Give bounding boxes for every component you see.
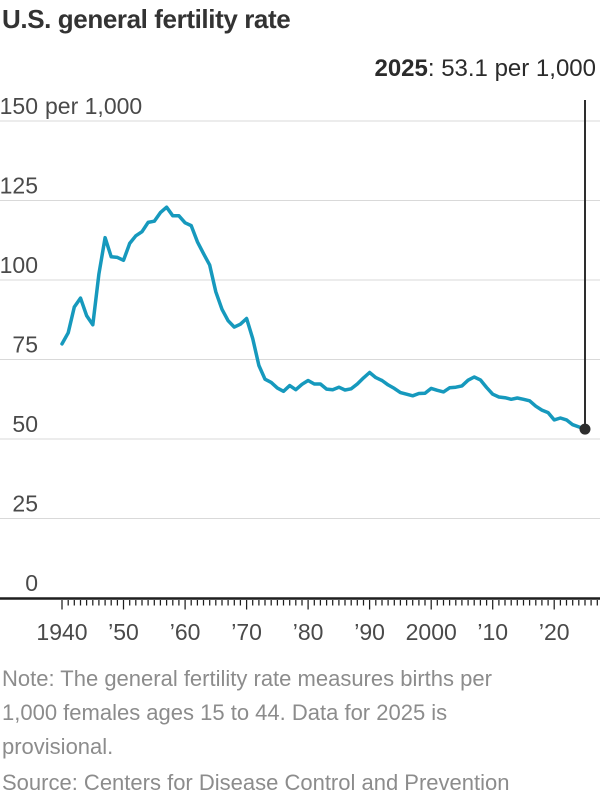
chart-source: Source: Centers for Disease Control and … (2, 770, 510, 795)
y-tick-label-150: 150 (0, 93, 38, 119)
x-axis-ticks (61, 600, 598, 610)
y-tick-label-50: 50 (12, 411, 38, 437)
x-tick-label-2000: 2000 (406, 619, 457, 645)
annotation-value: : 53.1 per 1,000 (428, 55, 596, 82)
x-tick-label-2010: ’10 (477, 619, 508, 645)
x-tick-label-1960: ’60 (170, 619, 201, 645)
y-axis-labels: 0 25 50 75 100 125 150 per 1,000 (0, 93, 142, 596)
x-tick-label-1950: ’50 (108, 619, 139, 645)
y-tick-label-125: 125 (0, 173, 38, 199)
x-tick-label-1980: ’80 (293, 619, 324, 645)
x-tick-label-1940: 1940 (36, 619, 87, 645)
fertility-rate-series-line (60, 205, 587, 431)
chart-note: Note: The general fertility rate measure… (2, 666, 492, 759)
x-tick-label-1970: ’70 (231, 619, 262, 645)
x-tick-label-1990: ’90 (354, 619, 385, 645)
y-tick-label-100: 100 (0, 252, 38, 278)
latest-point-dot (579, 423, 591, 435)
y-tick-label-75: 75 (12, 332, 38, 358)
x-axis-tick-labels: 1940 ’50 ’60 ’70 ’80 ’90 2000 ’10 ’20 (36, 619, 569, 645)
annotation-year: 2025 (374, 55, 427, 82)
latest-value-annotation: 2025: 53.1 per 1,000 (374, 55, 596, 82)
x-tick-label-2020: ’20 (539, 619, 570, 645)
gridlines (0, 120, 600, 519)
y-axis-unit-label: per 1,000 (45, 93, 142, 119)
y-tick-label-0: 0 (25, 570, 38, 596)
y-tick-label-25: 25 (12, 491, 38, 517)
chart-title: U.S. general fertility rate (2, 4, 291, 34)
